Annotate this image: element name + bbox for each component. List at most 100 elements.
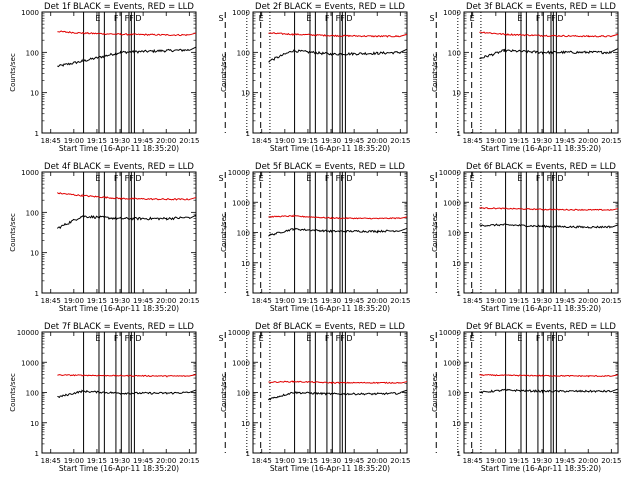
- x-tick-label: 18:45: [252, 457, 272, 465]
- x-tick-label: 20:00: [156, 137, 176, 145]
- y-axis-label: Counts/sec: [431, 373, 439, 412]
- flag-label: FF: [547, 14, 557, 23]
- plot-frame: [41, 171, 197, 294]
- x-tick-label: 18:45: [463, 137, 483, 145]
- x-axis-label: Start Time (16-Apr-11 18:35:20): [481, 304, 601, 313]
- y-axis-label: Counts/sec: [220, 53, 228, 92]
- x-tick-label: 20:15: [601, 457, 621, 465]
- x-tick-label: 19:30: [321, 137, 341, 145]
- panel-2: Det 2f BLACK = Events, RED = LLD 1 10 100 10…: [220, 2, 482, 153]
- panel-title: Det 1f BLACK = Events, RED = LLD: [44, 2, 194, 12]
- x-tick-label: 19:00: [275, 457, 295, 465]
- panel-title: Det 5f BLACK = Events, RED = LLD: [255, 162, 405, 172]
- y-tick-label: 10000: [228, 329, 250, 337]
- x-tick-label: 20:00: [367, 457, 387, 465]
- x-tick-label: 20:00: [578, 297, 598, 305]
- y-tick-label: 10000: [228, 169, 250, 177]
- x-tick-label: 20:00: [578, 457, 598, 465]
- x-tick-label: 18:45: [252, 137, 272, 145]
- y-tick-label: 100: [237, 49, 250, 57]
- flag-label: E: [95, 14, 100, 23]
- x-tick-label: 20:15: [179, 457, 199, 465]
- plot-frame: [41, 331, 197, 454]
- y-tick-label: 100: [237, 230, 250, 238]
- flag-label: S: [219, 334, 224, 343]
- y-tick-label: 1: [246, 290, 250, 298]
- panel-title: Det 8f BLACK = Events, RED = LLD: [255, 322, 405, 332]
- flag-label: E: [259, 14, 264, 23]
- flag-label: F: [536, 174, 541, 183]
- y-axis-label: Counts/sec: [431, 53, 439, 92]
- x-tick-label: 18:45: [41, 297, 61, 305]
- panel-5: Det 5f BLACK = Events, RED = LLD 1 10 100 10…: [220, 162, 482, 313]
- plot-frame: [463, 11, 619, 134]
- y-tick-label: 10: [241, 260, 250, 268]
- plot-frame: [252, 331, 408, 454]
- y-tick-label: 10: [452, 420, 461, 428]
- x-tick-label: 19:00: [486, 297, 506, 305]
- y-tick-label: 10: [241, 90, 250, 98]
- y-tick-label: 1: [246, 450, 250, 458]
- flag-label: D: [346, 174, 352, 183]
- x-tick-label: 20:15: [390, 297, 410, 305]
- x-tick-label: 20:00: [367, 297, 387, 305]
- flag-label: F: [114, 174, 119, 183]
- y-tick-label: 1000: [443, 359, 461, 367]
- y-axis-label: Counts/sec: [9, 213, 17, 252]
- x-tick-label: 19:30: [532, 137, 552, 145]
- x-tick-label: 20:00: [367, 137, 387, 145]
- plot-frame: [252, 11, 408, 134]
- events-trace: [57, 46, 196, 68]
- x-tick-label: 19:15: [509, 457, 529, 465]
- x-tick-label: 20:15: [390, 457, 410, 465]
- x-tick-label: 19:30: [321, 297, 341, 305]
- x-axis-label: Start Time (16-Apr-11 18:35:20): [481, 464, 601, 473]
- y-tick-label: 100: [26, 390, 39, 398]
- flag-label: E: [95, 334, 100, 343]
- x-tick-label: 19:45: [555, 137, 575, 145]
- x-tick-label: 20:15: [179, 137, 199, 145]
- flag-label: E: [306, 174, 311, 183]
- panel-title: Det 9f BLACK = Events, RED = LLD: [466, 322, 616, 332]
- x-tick-label: 19:45: [344, 297, 364, 305]
- flag-label: D: [135, 334, 141, 343]
- x-axis-label: Start Time (16-Apr-11 18:35:20): [270, 464, 390, 473]
- x-tick-label: 19:00: [275, 297, 295, 305]
- panel-title: Det 2f BLACK = Events, RED = LLD: [255, 2, 405, 12]
- lld-trace: [479, 31, 618, 38]
- y-tick-label: 1000: [443, 199, 461, 207]
- x-tick-label: 18:45: [41, 457, 61, 465]
- y-axis-label: Counts/sec: [9, 373, 17, 412]
- events-trace: [268, 48, 407, 63]
- flag-label: F: [114, 334, 119, 343]
- x-tick-label: 19:30: [110, 457, 130, 465]
- flag-label: S: [430, 174, 435, 183]
- x-tick-label: 19:45: [133, 457, 153, 465]
- flag-label: F: [325, 14, 330, 23]
- flag-label: E: [306, 334, 311, 343]
- x-tick-label: 19:15: [509, 137, 529, 145]
- x-tick-label: 19:45: [344, 457, 364, 465]
- flag-label: S: [430, 334, 435, 343]
- events-trace: [57, 214, 196, 230]
- events-trace: [479, 223, 618, 229]
- x-axis-label: Start Time (16-Apr-11 18:35:20): [59, 464, 179, 473]
- flag-label: FF: [125, 334, 135, 343]
- y-tick-label: 100: [237, 390, 250, 398]
- flag-label: F: [536, 14, 541, 23]
- flag-label: E: [517, 14, 522, 23]
- flag-label: S: [219, 14, 224, 23]
- y-tick-label: 10: [241, 420, 250, 428]
- flag-label: S: [219, 174, 224, 183]
- y-tick-label: 10000: [17, 329, 39, 337]
- y-tick-label: 1: [35, 290, 39, 298]
- y-tick-label: 10: [30, 250, 39, 258]
- x-tick-label: 19:00: [64, 297, 84, 305]
- y-tick-label: 10: [452, 260, 461, 268]
- y-tick-label: 100: [26, 209, 39, 217]
- flag-label: D: [135, 14, 141, 23]
- y-tick-label: 1: [457, 130, 461, 138]
- lld-trace: [268, 380, 407, 385]
- lld-trace: [57, 192, 196, 201]
